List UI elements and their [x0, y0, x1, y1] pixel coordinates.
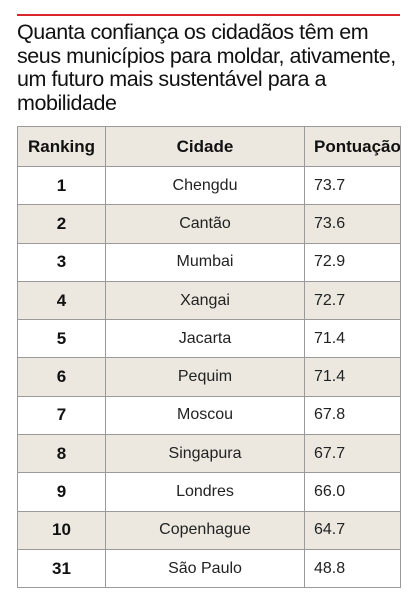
table-row: 2 Cantão 73.6 — [17, 204, 401, 244]
score-cell: 64.7 — [304, 510, 401, 550]
city-cell: Singapura — [105, 434, 305, 474]
table-row: 31 São Paulo 48.8 — [17, 548, 401, 589]
city-cell: Pequim — [105, 357, 305, 397]
score-cell: 72.7 — [304, 280, 401, 321]
city-cell: Copenhague — [105, 510, 305, 550]
ranking-table: Ranking Cidade Pontuação 1 Chengdu 73.7 … — [17, 126, 401, 589]
header-city: Cidade — [105, 126, 305, 167]
city-cell: Mumbai — [105, 242, 305, 282]
score-cell: 48.8 — [304, 548, 401, 589]
city-cell: Xangai — [105, 280, 305, 321]
score-cell: 73.7 — [304, 165, 401, 206]
score-cell: 71.4 — [304, 357, 401, 397]
rank-cell: 9 — [17, 472, 106, 512]
table-row: 7 Moscou 67.8 — [17, 395, 401, 436]
city-cell: Chengdu — [105, 165, 305, 206]
city-cell: Cantão — [105, 204, 305, 244]
rank-cell: 8 — [17, 434, 106, 474]
rank-cell: 2 — [17, 204, 106, 244]
table-row: 4 Xangai 72.7 — [17, 280, 401, 321]
table-row: 9 Londres 66.0 — [17, 472, 401, 512]
header-score: Pontuação — [304, 126, 401, 167]
score-cell: 72.9 — [304, 242, 401, 282]
table-row: 1 Chengdu 73.7 — [17, 165, 401, 206]
rank-cell: 7 — [17, 395, 106, 436]
rank-cell: 3 — [17, 242, 106, 282]
table-row: 5 Jacarta 71.4 — [17, 319, 401, 359]
rank-cell: 4 — [17, 280, 106, 321]
rank-cell: 5 — [17, 319, 106, 359]
city-cell: Londres — [105, 472, 305, 512]
chart-title: Quanta confiança os cidadãos têm em seus… — [17, 20, 396, 115]
score-cell: 71.4 — [304, 319, 401, 359]
table-row: 3 Mumbai 72.9 — [17, 242, 401, 282]
rank-cell: 10 — [17, 510, 106, 550]
header-ranking: Ranking — [17, 126, 106, 167]
table-row: 6 Pequim 71.4 — [17, 357, 401, 397]
score-cell: 67.7 — [304, 434, 401, 474]
table-header-row: Ranking Cidade Pontuação — [17, 126, 401, 167]
city-cell: Jacarta — [105, 319, 305, 359]
score-cell: 67.8 — [304, 395, 401, 436]
table-row: 8 Singapura 67.7 — [17, 434, 401, 474]
table-row: 10 Copenhague 64.7 — [17, 510, 401, 550]
city-cell: Moscou — [105, 395, 305, 436]
title-accent-rule — [17, 14, 400, 16]
rank-cell: 31 — [17, 548, 106, 589]
score-cell: 73.6 — [304, 204, 401, 244]
city-cell: São Paulo — [105, 548, 305, 589]
rank-cell: 1 — [17, 165, 106, 206]
rank-cell: 6 — [17, 357, 106, 397]
score-cell: 66.0 — [304, 472, 401, 512]
